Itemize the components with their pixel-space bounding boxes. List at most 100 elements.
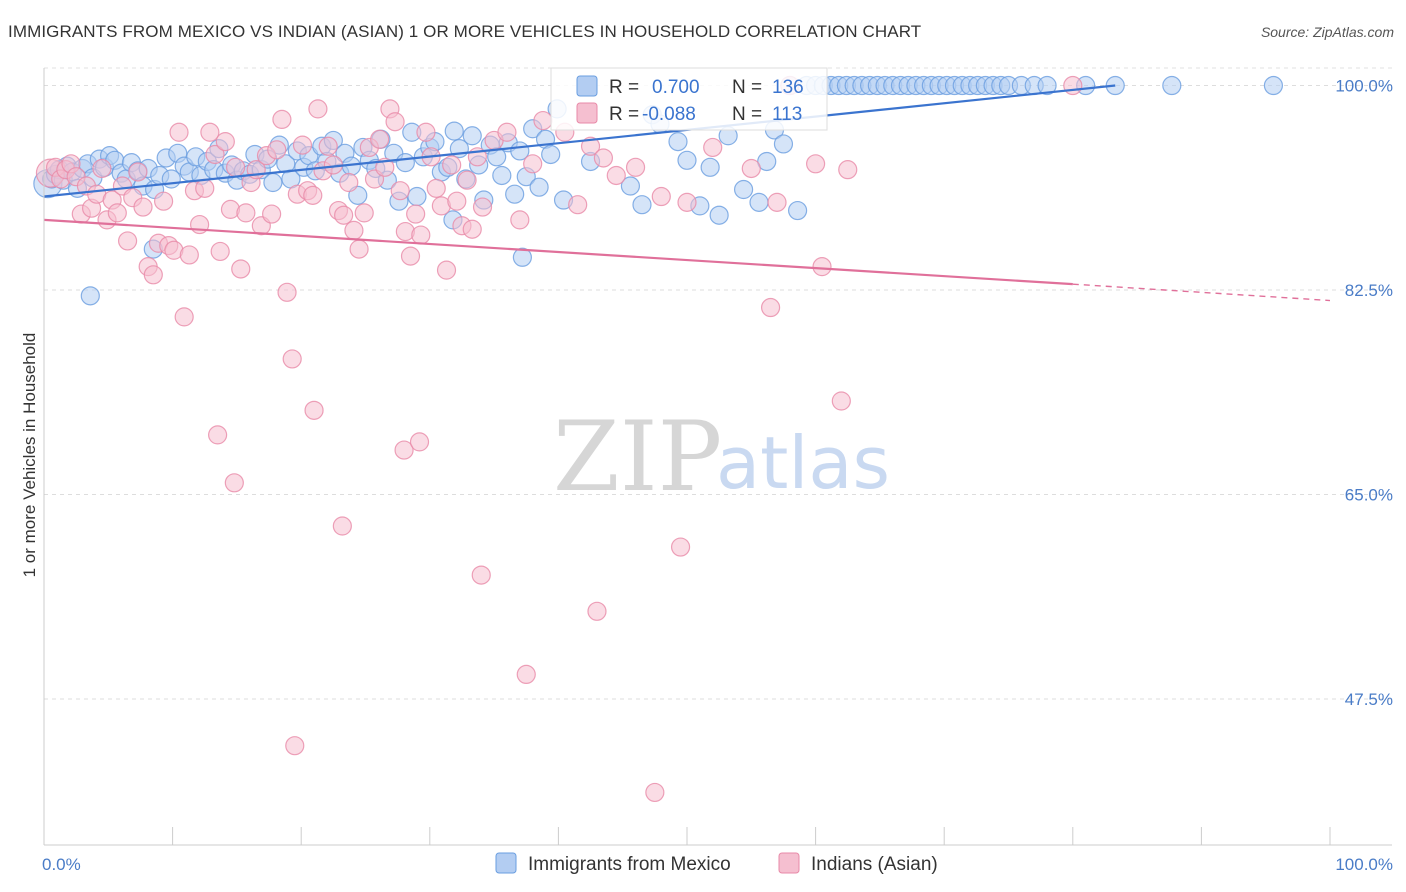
watermark: ZIP atlas [553,401,890,513]
point-series-1-102 [838,160,858,180]
point-series-0-111 [787,200,808,221]
x-tick-label-0: 0.0% [42,855,81,874]
watermark-atlas: atlas [716,421,890,505]
point-series-1-103 [208,425,228,445]
point-series-1-30 [195,178,215,198]
point-series-0-95 [620,176,641,196]
trend-line-series-0 [43,84,1116,198]
point-series-1-99 [741,158,761,179]
stats-legend: R = 0.700 N = 136 R = -0.088 N = 113 [550,67,828,131]
point-series-1-110 [516,664,536,685]
point-series-1-25 [169,122,189,142]
point-series-1-92 [580,136,601,156]
point-series-0-144 [1162,75,1182,96]
trend-line-dashed-series-1 [1072,283,1331,302]
point-series-1-94 [606,165,626,186]
point-series-1-91 [568,195,588,215]
point-series-1-43 [262,204,282,224]
point-series-1-101 [805,154,826,174]
point-series-1-38 [236,203,256,223]
axes-layer [43,68,1392,846]
point-series-0-81 [505,184,525,204]
point-series-0-96 [632,195,652,215]
point-series-1-15 [117,231,138,251]
point-series-1-84 [472,197,493,217]
point-series-1-57 [334,205,354,225]
point-series-1-20 [143,265,163,285]
point-series-0-90 [80,286,100,306]
stats-r-value-1: 0.700 [652,77,700,98]
point-series-1-113 [1063,75,1083,96]
point-series-1-61 [354,203,374,223]
point-series-1-96 [651,186,671,207]
point-series-0-102 [700,157,720,177]
point-series-1-67 [385,112,405,132]
point-series-1-46 [277,282,297,302]
point-series-0-63 [395,153,415,173]
point-series-1-81 [457,170,477,190]
point-series-0-109 [773,134,794,154]
trend-layer [43,84,1331,302]
point-series-1-59 [344,220,364,241]
point-series-1-98 [703,137,723,158]
stats-r-label-1: R = [609,77,639,98]
point-series-1-71 [406,204,426,224]
point-series-1-36 [226,157,246,177]
point-series-1-33 [210,241,230,262]
point-series-1-27 [179,245,199,265]
point-series-1-52 [308,99,328,119]
point-series-0-41 [263,172,283,193]
point-series-0-141 [1037,75,1057,96]
points-layer [33,75,1284,803]
point-series-1-86 [497,122,517,142]
point-series-1-114 [645,782,665,803]
point-series-1-17 [128,162,148,182]
point-series-1-32 [205,144,225,165]
point-series-0-106 [749,192,769,212]
point-series-1-79 [447,191,467,211]
point-series-1-70 [400,246,421,266]
point-series-1-49 [292,135,313,155]
point-series-0-79 [492,165,512,186]
point-series-0-87 [541,144,561,165]
point-series-1-31 [200,122,220,142]
point-series-1-34 [215,132,235,152]
point-series-0-103 [709,205,729,225]
point-series-1-13 [107,203,127,223]
point-series-1-68 [390,181,410,201]
point-series-0-99 [668,132,688,152]
legend-swatch-mexico [495,852,517,874]
y-axis-label: 1 or more Vehicles in Household [20,333,39,578]
point-series-1-109 [471,565,491,585]
point-series-0-74 [462,126,482,146]
point-series-0-85 [529,177,549,197]
point-series-1-111 [587,601,607,621]
point-series-1-22 [153,191,174,211]
point-series-1-95 [625,157,646,177]
point-series-1-58 [339,172,359,193]
point-series-1-45 [272,109,292,130]
x-tick-label-1: 100.0% [1335,855,1393,874]
stats-n-label-2: N = [732,104,762,125]
legend-label-indians: Indians (Asian) [811,854,938,875]
point-series-1-108 [409,432,430,452]
legend-label-mexico: Immigrants from Mexico [528,854,731,875]
point-series-1-104 [224,473,244,493]
point-series-1-100 [767,192,787,212]
watermark-zip: ZIP [553,401,722,513]
stats-r-label-2: R = [609,104,639,125]
point-series-1-18 [133,197,153,217]
point-series-1-82 [462,219,482,239]
x-tick-labels: 0.0% 100.0% [42,855,1393,874]
point-series-1-106 [332,516,352,536]
trend-line-series-1 [43,218,1073,286]
point-series-1-51 [303,185,323,205]
point-series-1-47 [282,349,302,369]
series-legend: Immigrants from Mexico Indians (Asian) [495,852,938,875]
chart-source: Source: ZipAtlas.com [1260,24,1394,40]
point-series-1-73 [416,122,436,142]
point-series-1-89 [533,110,553,131]
point-series-0-93 [512,247,532,267]
point-series-1-26 [174,307,194,327]
